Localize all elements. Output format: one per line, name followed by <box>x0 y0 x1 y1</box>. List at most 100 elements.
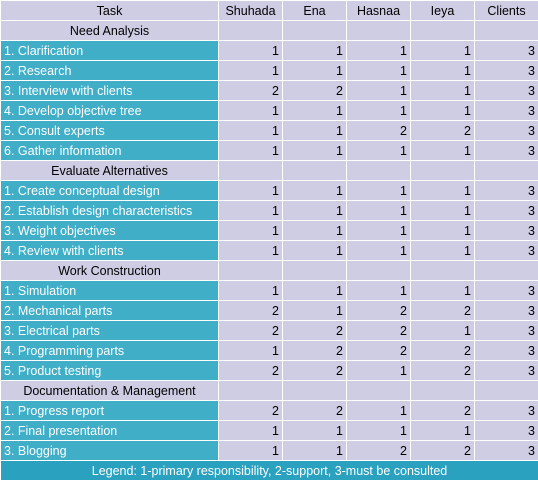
section-title: Documentation & Management <box>0 380 219 401</box>
value-cell-shuhada: 1 <box>218 120 283 141</box>
value-cell-shuhada: 1 <box>218 100 283 121</box>
value-cell-ena: 2 <box>282 360 347 381</box>
value-cell-ena: 1 <box>282 420 347 441</box>
task-name: 2. Final presentation <box>0 420 219 441</box>
value-cell-clients: 3 <box>474 180 538 201</box>
section-row: Evaluate Alternatives <box>0 160 538 181</box>
value-cell-clients: 3 <box>474 120 538 141</box>
task-row: 3. Interview with clients 2 2 1 1 3 <box>0 80 538 101</box>
value-cell-clients: 3 <box>474 220 538 241</box>
value-cell-ena: 2 <box>282 80 347 101</box>
value-cell-ieya: 1 <box>410 200 475 221</box>
value-cell-ena: 1 <box>282 60 347 81</box>
value-cell-clients: 3 <box>474 400 538 421</box>
value-cell-clients: 3 <box>474 60 538 81</box>
task-name: 3. Weight objectives <box>0 220 219 241</box>
task-name: 4. Review with clients <box>0 240 219 261</box>
value-cell-hasnaa: 2 <box>346 340 411 361</box>
section-row: Need Analysis <box>0 20 538 41</box>
value-cell-ena: 1 <box>282 280 347 301</box>
value-cell-ena: 1 <box>282 40 347 61</box>
task-row: 3. Electrical parts 2 2 2 1 3 <box>0 320 538 341</box>
task-name: 5. Consult experts <box>0 120 219 141</box>
task-row: 5. Consult experts 1 1 2 2 3 <box>0 120 538 141</box>
task-name: 2. Establish design characteristics <box>0 200 219 221</box>
value-cell-shuhada: 2 <box>218 360 283 381</box>
value-cell-ieya: 1 <box>410 140 475 161</box>
section-empty-cell <box>282 160 347 181</box>
value-cell-hasnaa: 2 <box>346 120 411 141</box>
task-name: 5. Product testing <box>0 360 219 381</box>
value-cell-shuhada: 1 <box>218 60 283 81</box>
value-cell-ena: 2 <box>282 400 347 421</box>
section-empty-cell <box>282 380 347 401</box>
value-cell-shuhada: 2 <box>218 400 283 421</box>
section-empty-cell <box>218 380 283 401</box>
value-cell-clients: 3 <box>474 80 538 101</box>
value-cell-ieya: 2 <box>410 300 475 321</box>
value-cell-hasnaa: 2 <box>346 440 411 461</box>
value-cell-shuhada: 1 <box>218 40 283 61</box>
section-title: Evaluate Alternatives <box>0 160 219 181</box>
value-cell-hasnaa: 1 <box>346 400 411 421</box>
matrix-body: Need Analysis 1. Clarification 1 1 1 1 3 2. Res… <box>0 20 538 461</box>
value-cell-ena: 1 <box>282 240 347 261</box>
value-cell-shuhada: 2 <box>218 320 283 341</box>
value-cell-clients: 3 <box>474 240 538 261</box>
task-name: 1. Simulation <box>0 280 219 301</box>
value-cell-clients: 3 <box>474 320 538 341</box>
value-cell-ieya: 2 <box>410 400 475 421</box>
value-cell-hasnaa: 1 <box>346 220 411 241</box>
section-empty-cell <box>218 20 283 41</box>
value-cell-clients: 3 <box>474 440 538 461</box>
value-cell-hasnaa: 1 <box>346 200 411 221</box>
section-empty-cell <box>474 20 538 41</box>
value-cell-ieya: 1 <box>410 420 475 441</box>
column-header-task: Task <box>0 0 219 21</box>
value-cell-ena: 1 <box>282 180 347 201</box>
value-cell-clients: 3 <box>474 100 538 121</box>
value-cell-ena: 1 <box>282 300 347 321</box>
section-row: Work Construction <box>0 260 538 281</box>
task-row: 2. Mechanical parts 2 1 2 2 3 <box>0 300 538 321</box>
column-header-ieya: Ieya <box>410 0 475 21</box>
task-name: 1. Progress report <box>0 400 219 421</box>
value-cell-ena: 1 <box>282 140 347 161</box>
value-cell-hasnaa: 1 <box>346 360 411 381</box>
value-cell-shuhada: 1 <box>218 440 283 461</box>
task-row: 4. Review with clients 1 1 1 1 3 <box>0 240 538 261</box>
section-empty-cell <box>282 260 347 281</box>
task-row: 6. Gather information 1 1 1 1 3 <box>0 140 538 161</box>
value-cell-shuhada: 2 <box>218 80 283 101</box>
section-title: Need Analysis <box>0 20 219 41</box>
value-cell-clients: 3 <box>474 340 538 361</box>
value-cell-clients: 3 <box>474 200 538 221</box>
value-cell-shuhada: 1 <box>218 340 283 361</box>
value-cell-shuhada: 1 <box>218 420 283 441</box>
value-cell-ieya: 1 <box>410 180 475 201</box>
value-cell-shuhada: 1 <box>218 200 283 221</box>
value-cell-ena: 1 <box>282 200 347 221</box>
task-row: 3. Blogging 1 1 2 2 3 <box>0 440 538 461</box>
value-cell-hasnaa: 1 <box>346 280 411 301</box>
task-name: 3. Interview with clients <box>0 80 219 101</box>
value-cell-hasnaa: 1 <box>346 240 411 261</box>
value-cell-clients: 3 <box>474 280 538 301</box>
task-name: 4. Develop objective tree <box>0 100 219 121</box>
task-row: 5. Product testing 2 2 1 2 3 <box>0 360 538 381</box>
section-empty-cell <box>410 380 475 401</box>
value-cell-hasnaa: 1 <box>346 140 411 161</box>
task-row: 2. Establish design characteristics 1 1 1 1 3 <box>0 200 538 221</box>
section-empty-cell <box>410 20 475 41</box>
task-row: 1. Simulation 1 1 1 1 3 <box>0 280 538 301</box>
section-empty-cell <box>346 160 411 181</box>
value-cell-ieya: 1 <box>410 320 475 341</box>
column-header-ena: Ena <box>282 0 347 21</box>
section-empty-cell <box>346 380 411 401</box>
task-row: 4. Programming parts 1 2 2 2 3 <box>0 340 538 361</box>
value-cell-ieya: 2 <box>410 440 475 461</box>
value-cell-ena: 2 <box>282 340 347 361</box>
value-cell-hasnaa: 1 <box>346 180 411 201</box>
section-empty-cell <box>282 20 347 41</box>
task-name: 1. Create conceptual design <box>0 180 219 201</box>
